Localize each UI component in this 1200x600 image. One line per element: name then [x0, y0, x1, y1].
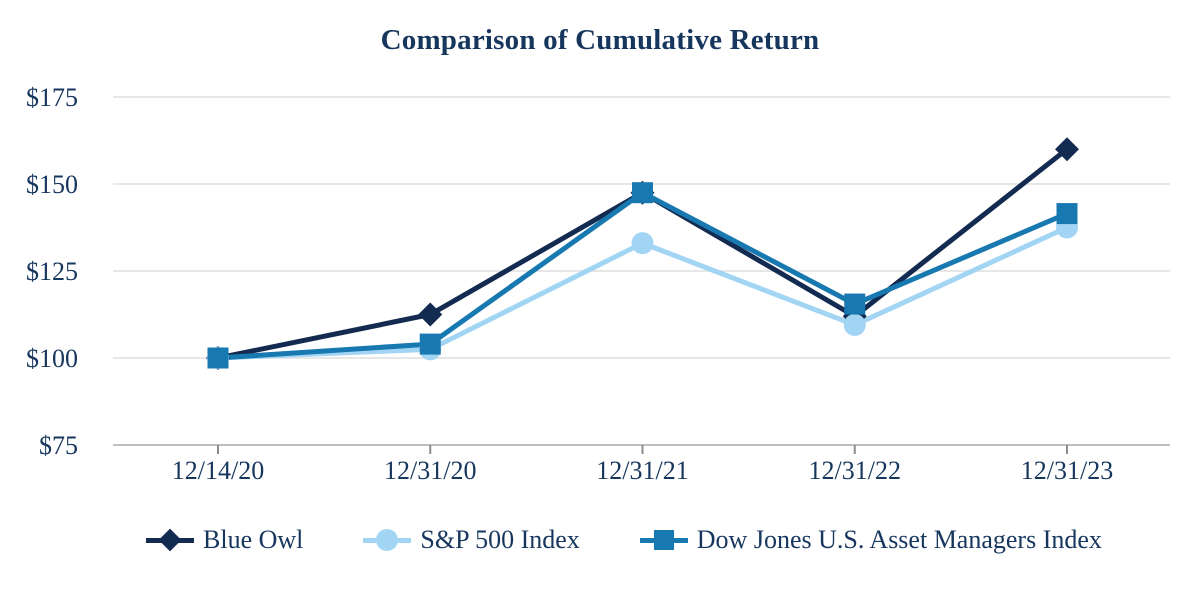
circle-marker	[631, 232, 654, 255]
y-axis-labels: $75 $100 $125 $150 $175	[26, 83, 78, 460]
legend-item-dow-jones: Dow Jones U.S. Asset Managers Index	[639, 525, 1102, 555]
legend-item-blue-owl: Blue Owl	[146, 525, 303, 555]
y-tick-label: $175	[26, 83, 78, 112]
circle-marker	[843, 313, 866, 336]
legend-label: Dow Jones U.S. Asset Managers Index	[696, 525, 1102, 554]
y-tick-label: $75	[39, 431, 78, 460]
square-marker	[419, 333, 441, 355]
diamond-marker	[418, 302, 443, 327]
x-tick-label: 12/31/22	[809, 456, 901, 485]
legend: Blue Owl S&P 500 Index Dow Jones U.S. As…	[146, 518, 1102, 562]
series-markers-dow-jones-u-s-asset-managers-index	[207, 182, 1078, 369]
diamond-marker	[1055, 137, 1079, 162]
x-tick-label: 12/31/23	[1021, 456, 1113, 485]
plot-area: $75 $100 $125 $150 $175 12/14/20 12/31/20 12/31…	[26, 83, 1170, 485]
gridlines	[113, 96, 1170, 359]
square-marker-icon	[639, 528, 688, 552]
y-tick-label: $150	[26, 170, 78, 199]
x-tick-label: 12/14/20	[172, 456, 264, 485]
legend-square-shape	[653, 530, 674, 550]
chart-title: Comparison of Cumulative Return	[380, 24, 820, 56]
circle-marker-icon	[363, 528, 412, 552]
legend-item-sp500: S&P 500 Index	[363, 525, 580, 555]
square-marker	[207, 347, 229, 369]
x-tick-label: 12/31/20	[384, 456, 476, 485]
x-axis: 12/14/20 12/31/20 12/31/21 12/31/22 12/31/23	[113, 444, 1170, 485]
square-marker	[632, 182, 653, 204]
legend-diamond-shape	[158, 528, 182, 552]
square-marker	[1056, 203, 1078, 225]
legend-circle-shape	[376, 529, 399, 551]
y-tick-label: $100	[26, 344, 78, 373]
series-markers-s-p-500-index	[207, 216, 1078, 369]
legend-label: S&P 500 Index	[420, 525, 580, 554]
square-marker	[844, 293, 866, 315]
diamond-marker-icon	[146, 528, 194, 552]
x-tick-label: 12/31/21	[596, 456, 688, 485]
y-tick-label: $125	[26, 257, 78, 286]
legend-label: Blue Owl	[203, 525, 304, 554]
